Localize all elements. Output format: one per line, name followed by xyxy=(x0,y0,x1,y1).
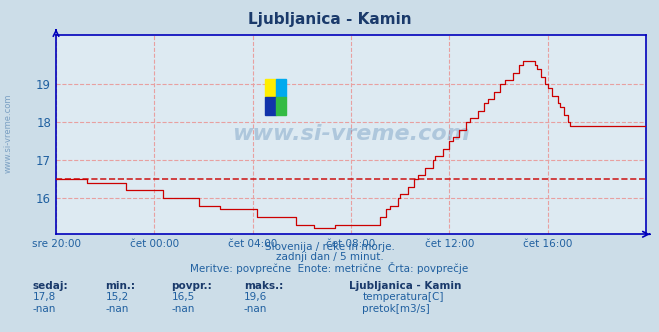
Text: 16,5: 16,5 xyxy=(171,292,194,302)
Text: -nan: -nan xyxy=(33,304,56,314)
Text: 17,8: 17,8 xyxy=(33,292,56,302)
Text: Meritve: povprečne  Enote: metrične  Črta: povprečje: Meritve: povprečne Enote: metrične Črta:… xyxy=(190,262,469,274)
Text: pretok[m3/s]: pretok[m3/s] xyxy=(362,304,430,314)
Text: maks.:: maks.: xyxy=(244,281,283,290)
Text: 19,6: 19,6 xyxy=(244,292,267,302)
Text: zadnji dan / 5 minut.: zadnji dan / 5 minut. xyxy=(275,252,384,262)
Text: -nan: -nan xyxy=(171,304,194,314)
Text: Slovenija / reke in morje.: Slovenija / reke in morje. xyxy=(264,242,395,252)
Text: www.si-vreme.com: www.si-vreme.com xyxy=(232,124,470,144)
Text: Ljubljanica - Kamin: Ljubljanica - Kamin xyxy=(349,281,462,290)
Bar xyxy=(266,97,276,115)
Bar xyxy=(266,79,276,97)
Bar xyxy=(276,97,286,115)
Text: min.:: min.: xyxy=(105,281,136,290)
Text: -nan: -nan xyxy=(105,304,129,314)
Bar xyxy=(276,79,286,97)
Text: Ljubljanica - Kamin: Ljubljanica - Kamin xyxy=(248,12,411,27)
Text: 15,2: 15,2 xyxy=(105,292,129,302)
Text: temperatura[C]: temperatura[C] xyxy=(362,292,444,302)
Text: -nan: -nan xyxy=(244,304,267,314)
Text: sedaj:: sedaj: xyxy=(33,281,69,290)
Text: www.si-vreme.com: www.si-vreme.com xyxy=(3,93,13,173)
Text: povpr.:: povpr.: xyxy=(171,281,212,290)
